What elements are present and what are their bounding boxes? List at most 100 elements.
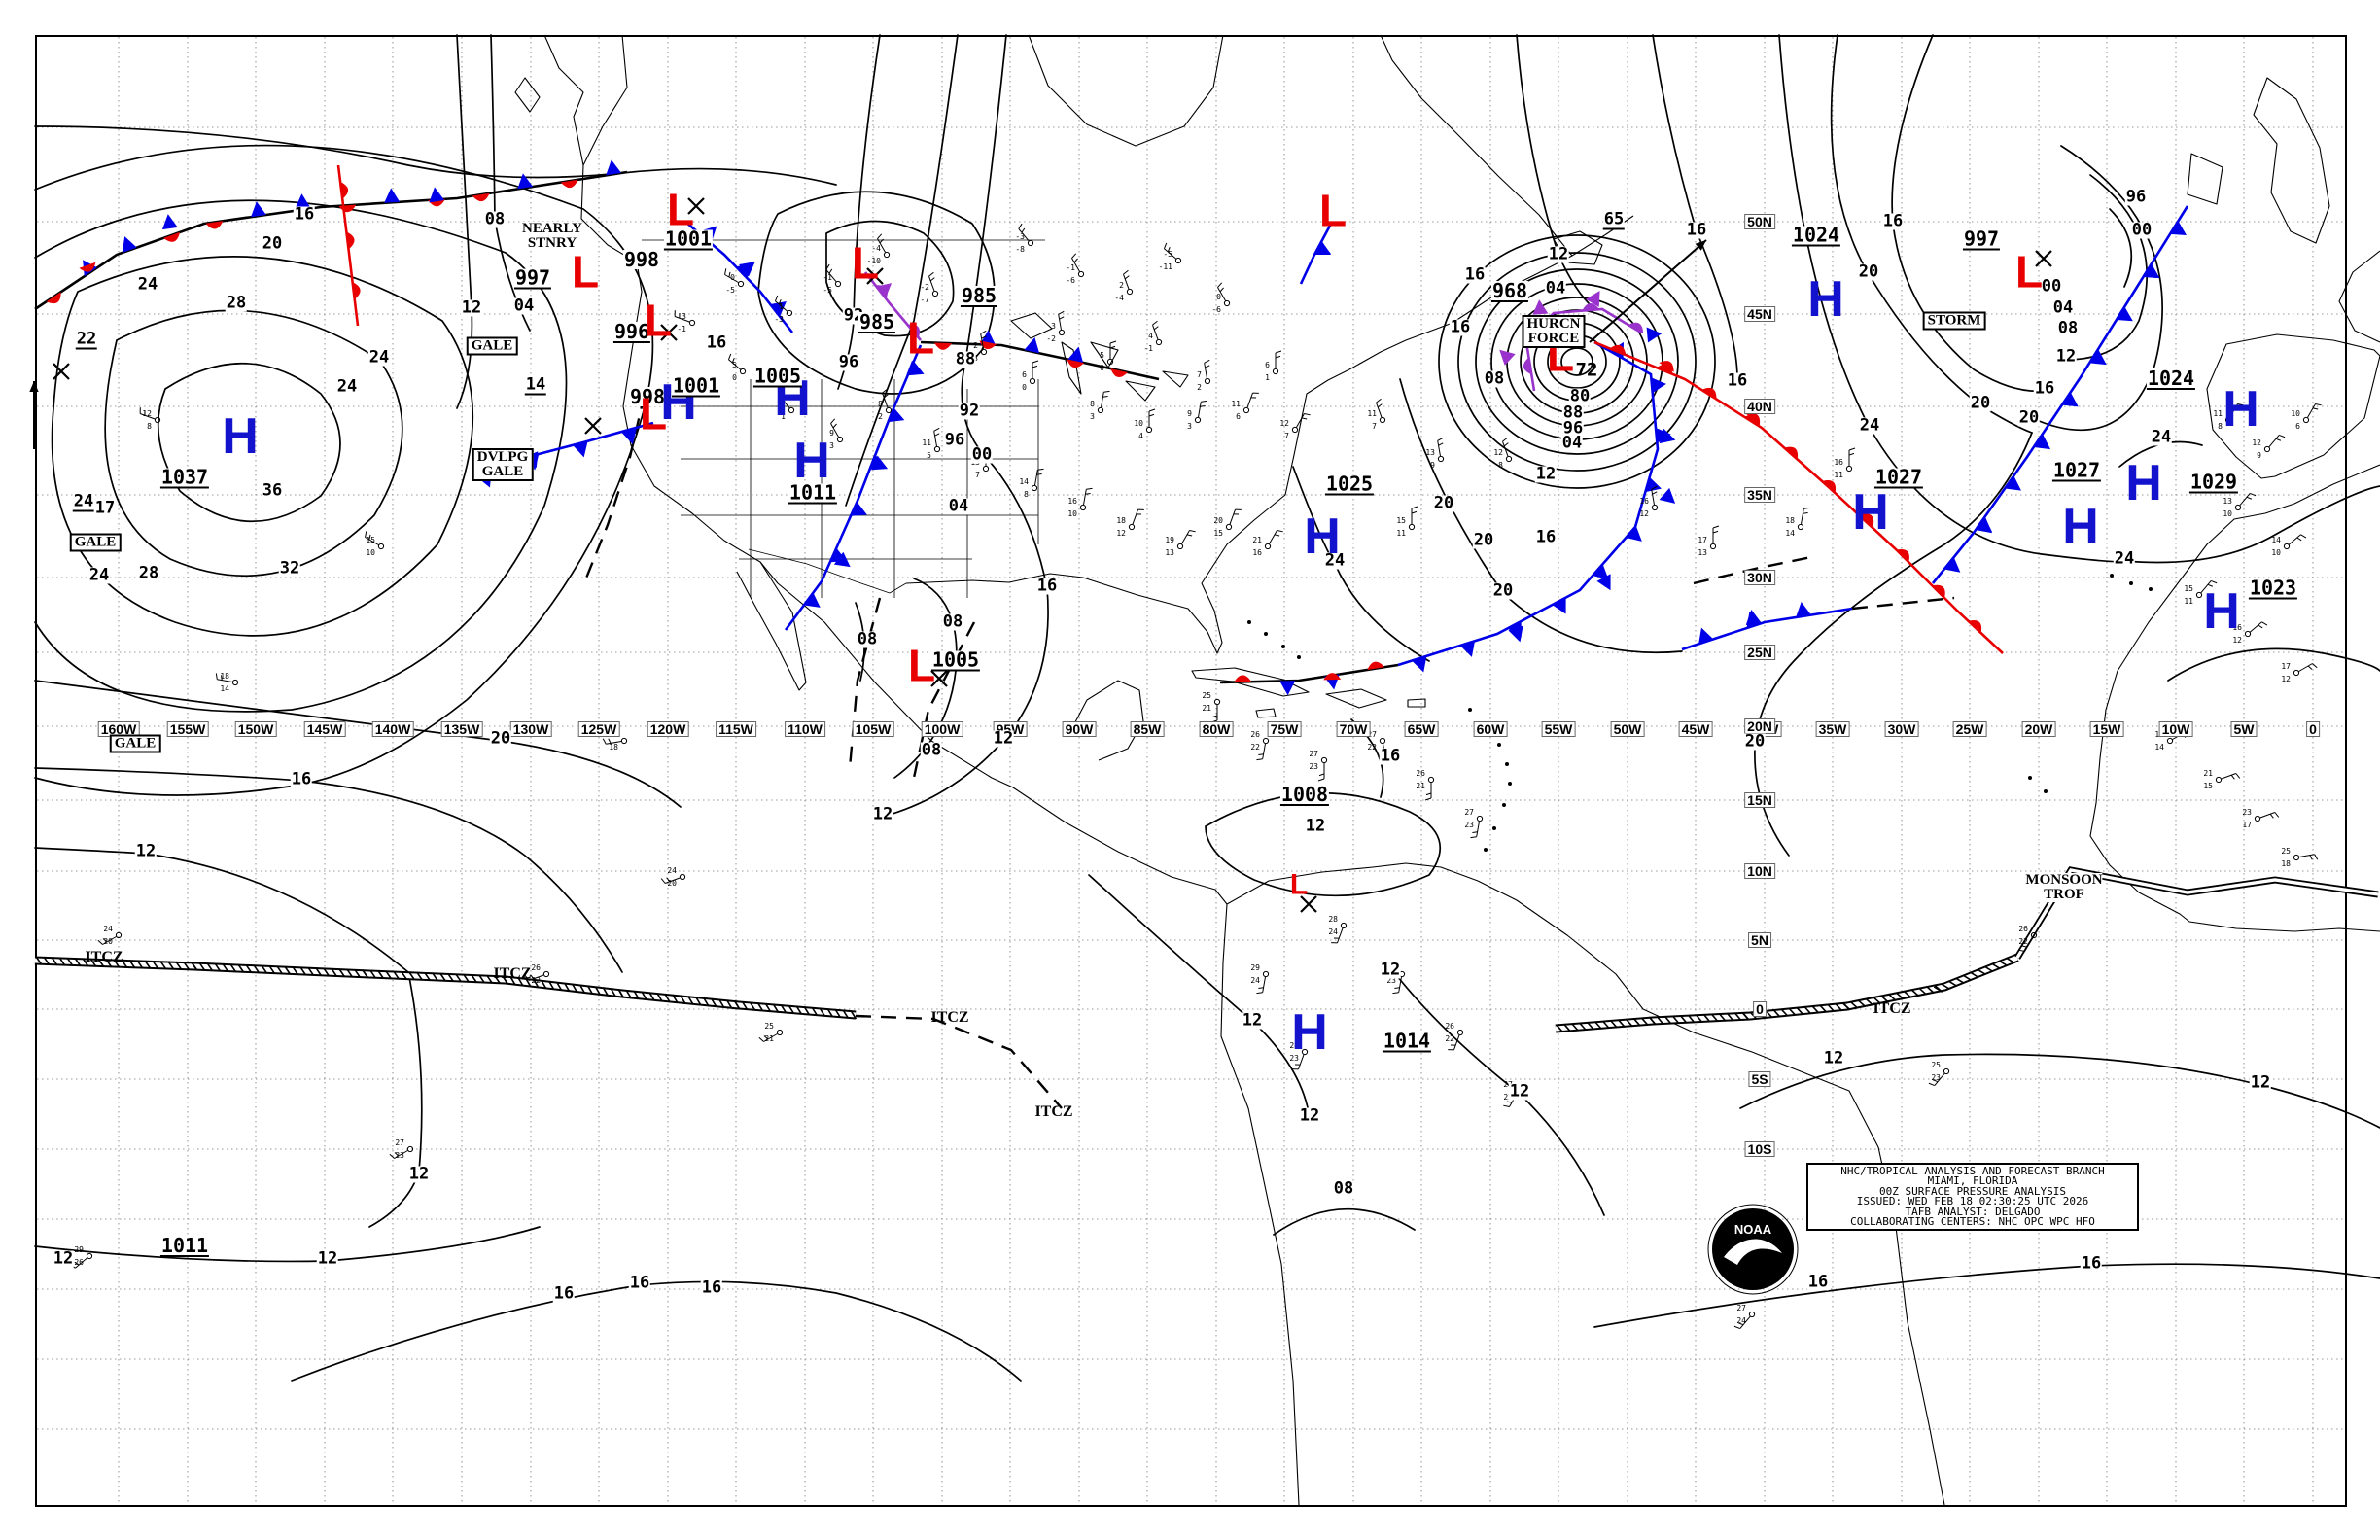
svg-text:14: 14 [220,684,229,693]
high-center-symbol: H [2125,455,2162,511]
latitude-label: 25N [1744,645,1775,660]
isobar-label: 88 [1561,402,1585,423]
latitude-label: 10S [1744,1141,1775,1157]
center-pressure-value: 1001 [671,373,721,398]
longitude-label: 115W [716,721,756,737]
high-center-symbol: H [1304,508,1341,565]
svg-text:14: 14 [2154,743,2164,752]
svg-text:10: 10 [2291,409,2300,418]
isobar-label: 12 [1534,464,1558,484]
svg-text:3: 3 [1090,412,1095,421]
svg-text:28: 28 [1289,1041,1299,1050]
isobar-label: 96 [837,352,860,372]
longitude-label: 35W [1815,721,1850,737]
isobar-label: 80 [1568,386,1592,406]
svg-text:29: 29 [1250,963,1260,972]
isobar-label: 16 [705,332,728,353]
center-pressure-value: 1014 [1382,1029,1432,1053]
svg-text:24: 24 [1328,928,1338,936]
svg-text:24: 24 [1250,976,1260,985]
svg-text:5: 5 [1100,351,1104,360]
longitude-label: 80W [1199,721,1234,737]
isobar-label: 92 [958,401,981,421]
svg-text:13: 13 [1425,448,1435,457]
low-center-symbol: L [639,388,668,439]
svg-text:26: 26 [2018,925,2028,933]
isobar-label: 24 [1323,550,1347,571]
island-ireland [2187,153,2223,205]
svg-text:13: 13 [2222,497,2232,506]
high-center-symbol: H [222,408,259,465]
isobar-label: 17 [93,498,117,518]
svg-text:10: 10 [1134,419,1143,428]
svg-text:-1: -1 [1143,344,1153,353]
svg-text:5: 5 [732,361,737,369]
svg-text:-7: -7 [920,296,929,304]
longitude-label: 45W [1678,721,1713,737]
center-pressure-value: 1027 [1873,465,1924,489]
svg-text:11: 11 [2213,409,2222,418]
svg-text:25: 25 [2281,847,2291,856]
svg-text:27: 27 [1503,1080,1513,1089]
latitude-label: 50N [1744,214,1775,229]
isobar-label: 20 [1432,493,1455,513]
center-pressure-value: 997 [1962,227,2001,251]
isobar-label: 20 [1472,530,1495,550]
high-center-symbol: H [1291,1004,1328,1061]
svg-text:8: 8 [147,422,152,431]
longitude-label: 90W [1062,721,1097,737]
isobar-label: 12 [1241,1010,1264,1031]
center-pressure-value: 1005 [752,364,803,388]
coastlines [514,34,2380,1506]
svg-text:16: 16 [2232,623,2242,632]
svg-text:15: 15 [1213,529,1223,538]
svg-text:11: 11 [2184,597,2193,606]
svg-text:20: 20 [103,937,113,946]
isobar-label: 96 [1561,418,1585,438]
svg-text:24: 24 [103,925,113,933]
latitude-label: 5S [1748,1071,1771,1087]
svg-text:15: 15 [2203,782,2213,790]
svg-text:7: 7 [1372,422,1377,431]
isobar-label: 04 [1544,278,1567,298]
isobar-label: 985 [858,310,896,333]
svg-text:12: 12 [142,409,152,418]
svg-text:10: 10 [2222,509,2232,518]
svg-text:27: 27 [1367,730,1377,739]
svg-text:16: 16 [1252,548,1262,557]
svg-text:9: 9 [1430,461,1435,470]
latitude-label: 40N [1744,399,1775,414]
isobar-label: 12 [1379,960,1402,980]
high-center-symbol: H [2222,381,2259,438]
svg-text:12: 12 [1116,529,1126,538]
isobar-label: 12 [1298,1105,1321,1126]
isobar-label: 20 [1857,262,1880,282]
info-issued: ISSUED: WED FEB 18 02:30:25 UTC 2026 [1856,1195,2089,1208]
isobar-label: 20 [1969,393,1992,413]
svg-text:2: 2 [1119,281,1124,290]
isobar-label: 24 [2150,427,2173,447]
isobar-label: 16 [1881,211,1905,231]
svg-text:27: 27 [395,1138,404,1147]
longitude-label: 30W [1884,721,1919,737]
svg-text:10: 10 [2271,548,2281,557]
svg-text:6: 6 [1265,361,1270,369]
svg-text:-6: -6 [1211,305,1221,314]
isobar-label: 08 [856,629,879,649]
station-plots: -3-8-1-62-4-5-110-63-2504-17283104931166… [69,223,2322,1330]
high-center-symbol: H [1807,271,1844,328]
coast-baja [736,561,807,691]
longitude-label: 135W [440,721,483,737]
coast-yucatan [1067,680,1144,761]
center-pressure-value: 1029 [2188,470,2239,494]
noaa-logo: NOAA [1707,1204,1799,1295]
svg-text:25: 25 [1202,691,1211,700]
isobar-label: 12 [460,298,483,318]
isobar-label: 22 [75,329,98,350]
isobar-label: 24 [72,491,95,512]
isobar-label: 16 [1379,746,1402,766]
svg-text:0: 0 [1216,293,1221,301]
svg-text:13: 13 [1165,548,1174,557]
isobar-label: 16 [1463,264,1487,285]
